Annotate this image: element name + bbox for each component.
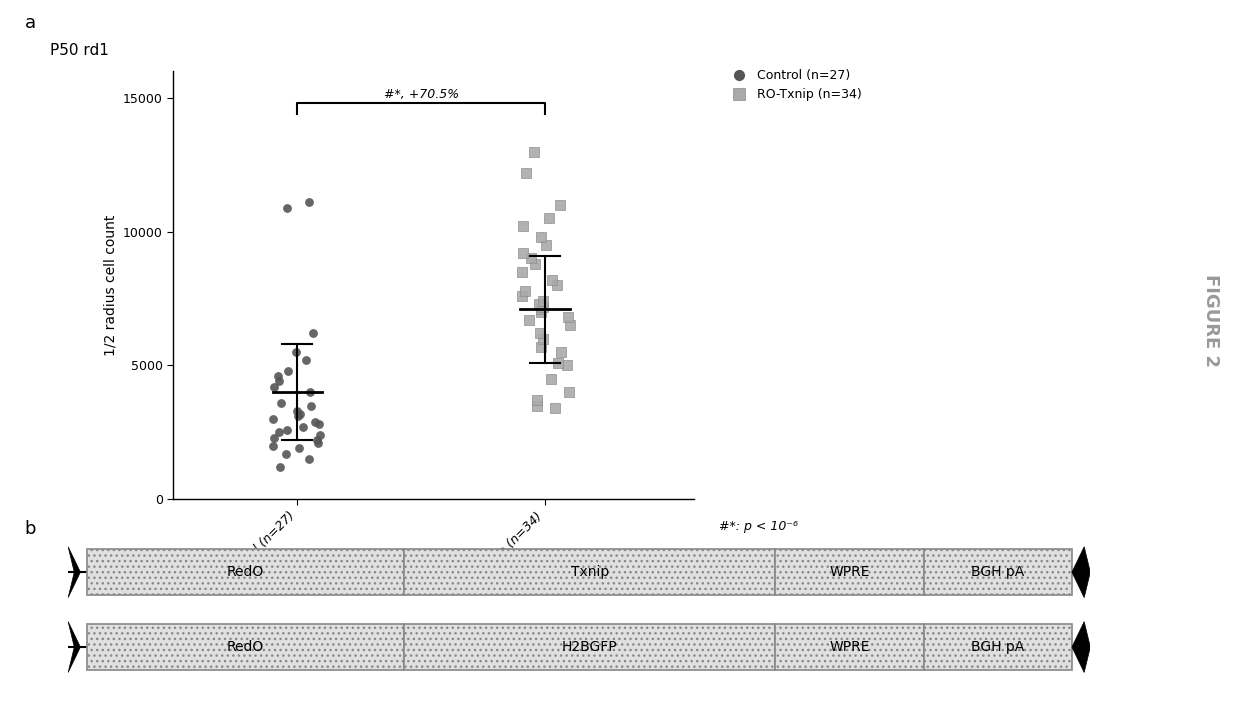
Polygon shape: [1072, 547, 1090, 597]
Point: [541, 275, 561, 286]
Text: #*, +70.5%: #*, +70.5%: [384, 88, 458, 101]
Point: [541, 373, 561, 384]
Point: [532, 307, 551, 318]
FancyBboxPatch shape: [404, 549, 776, 595]
Point: [522, 252, 541, 264]
Point: [301, 400, 321, 411]
Point: [530, 341, 550, 352]
FancyBboxPatch shape: [776, 549, 923, 595]
Text: Txnip: Txnip: [571, 565, 608, 579]
Point: [269, 376, 289, 387]
Text: RedO: RedO: [227, 640, 264, 654]
Point: [525, 258, 545, 270]
Point: [551, 347, 571, 358]
Text: a: a: [25, 14, 36, 32]
FancyBboxPatch shape: [776, 624, 923, 670]
FancyBboxPatch shape: [87, 549, 404, 595]
Point: [310, 419, 330, 430]
Point: [539, 212, 559, 224]
Point: [560, 319, 580, 331]
Point: [270, 397, 290, 409]
Point: [289, 411, 309, 422]
Point: [546, 279, 566, 291]
Point: [524, 146, 544, 158]
Point: [559, 312, 579, 323]
Point: [536, 240, 556, 251]
Point: [532, 304, 551, 315]
Polygon shape: [68, 547, 81, 597]
Point: [305, 416, 325, 427]
Text: H2BGFP: H2BGFP: [563, 640, 617, 654]
Point: [278, 365, 297, 376]
Text: #*: p < 10⁻⁶: #*: p < 10⁻⁶: [719, 520, 798, 533]
Point: [527, 394, 546, 406]
Y-axis label: 1/2 radius cell count: 1/2 radius cell count: [104, 215, 118, 356]
Point: [519, 314, 539, 326]
Point: [276, 424, 296, 435]
FancyBboxPatch shape: [923, 624, 1072, 670]
Text: WPRE: WPRE: [829, 640, 870, 654]
Point: [534, 295, 554, 307]
Point: [534, 301, 554, 312]
Point: [292, 421, 312, 433]
Point: [278, 202, 297, 213]
Point: [529, 298, 549, 309]
Text: RedO: RedO: [227, 565, 264, 579]
Point: [289, 443, 309, 454]
Point: [270, 461, 290, 473]
Point: [290, 408, 310, 419]
FancyBboxPatch shape: [87, 624, 404, 670]
Text: BGH pA: BGH pA: [971, 640, 1025, 654]
Point: [514, 285, 534, 297]
Point: [512, 266, 532, 277]
Point: [513, 221, 533, 232]
Polygon shape: [1072, 622, 1090, 672]
Point: [550, 200, 570, 211]
Point: [269, 371, 289, 382]
Point: [304, 328, 323, 339]
Point: [533, 333, 553, 344]
Point: [517, 168, 536, 179]
Point: [299, 197, 318, 208]
Point: [307, 435, 327, 446]
Point: [530, 328, 550, 339]
Point: [559, 386, 579, 398]
Point: [296, 354, 316, 366]
Point: [301, 386, 321, 398]
Text: b: b: [25, 520, 36, 538]
Text: BGH pA: BGH pA: [971, 565, 1025, 579]
Point: [545, 402, 565, 414]
Legend: Control (n=27), RO-Txnip (n=34): Control (n=27), RO-Txnip (n=34): [726, 69, 862, 101]
Point: [300, 453, 320, 465]
Point: [527, 400, 546, 411]
Point: [310, 429, 330, 441]
Text: FIGURE 2: FIGURE 2: [1202, 275, 1220, 367]
FancyBboxPatch shape: [404, 624, 776, 670]
Point: [263, 414, 282, 425]
Text: P50 rd1: P50 rd1: [50, 43, 109, 58]
Point: [286, 405, 306, 416]
Point: [269, 426, 289, 438]
Point: [513, 247, 533, 259]
Point: [286, 347, 306, 358]
Polygon shape: [68, 622, 81, 672]
FancyBboxPatch shape: [923, 549, 1072, 595]
Point: [309, 437, 328, 448]
Point: [549, 357, 569, 369]
Point: [276, 448, 296, 459]
Point: [264, 432, 284, 443]
Point: [512, 290, 532, 302]
Point: [264, 440, 284, 451]
Text: WPRE: WPRE: [829, 565, 870, 579]
Point: [532, 231, 551, 242]
Point: [558, 360, 577, 371]
Point: [264, 381, 284, 392]
